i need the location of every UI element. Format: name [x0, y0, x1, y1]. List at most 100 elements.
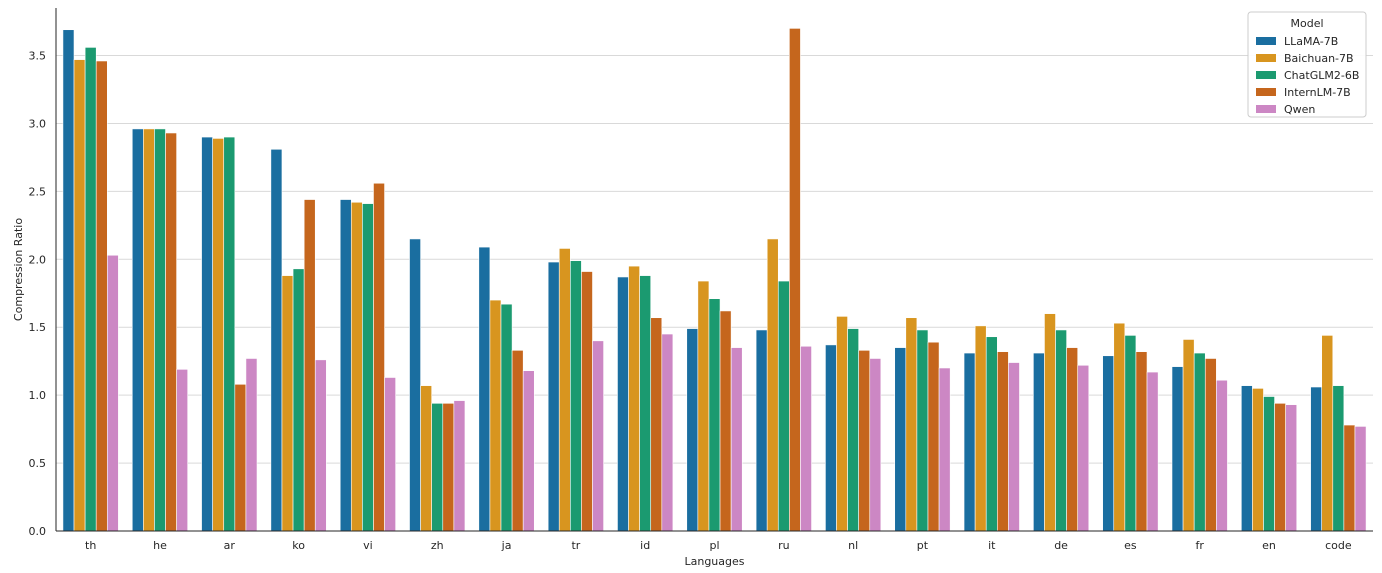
- bar-ar-Baichuan-7B: [212, 138, 225, 532]
- axes: [55, 8, 1373, 532]
- legend-items: LLaMA-7B Baichuan-7B ChatGLM2-6B InternLM-7…: [1256, 35, 1359, 116]
- legend-swatch-Baichuan-7B: [1256, 54, 1276, 62]
- x-tick-es: es: [1124, 539, 1137, 552]
- legend-swatch-ChatGLM2-6B: [1256, 71, 1276, 79]
- bar-pl-InternLM-7B: [719, 310, 732, 532]
- bar-es-Baichuan-7B: [1113, 322, 1126, 532]
- x-tick-tr: tr: [571, 539, 580, 552]
- bar-ko-LLaMA-7B: [270, 148, 283, 532]
- bar-tr-InternLM-7B: [581, 271, 593, 532]
- bar-he-Qwen: [176, 369, 188, 532]
- bar-de-ChatGLM2-6B: [1055, 329, 1067, 532]
- bar-zh-ChatGLM2-6B: [431, 403, 444, 532]
- bar-ar-ChatGLM2-6B: [223, 136, 236, 532]
- bar-pl-ChatGLM2-6B: [708, 298, 721, 532]
- x-tick-code: code: [1325, 539, 1352, 552]
- y-axis-label: Compression Ratio: [12, 218, 25, 321]
- y-tick-0.0: 0.0: [29, 525, 47, 538]
- bar-ko-InternLM-7B: [303, 199, 316, 532]
- bar-pl-LLaMA-7B: [686, 328, 699, 532]
- legend-frame: [1247, 11, 1367, 118]
- bar-code-ChatGLM2-6B: [1332, 385, 1345, 532]
- bar-th-InternLM-7B: [95, 60, 108, 532]
- bar-nl-LLaMA-7B: [825, 344, 837, 532]
- legend-swatch-LLaMA-7B: [1256, 37, 1276, 45]
- bar-ru-LLaMA-7B: [755, 329, 768, 532]
- y-tick-0.5: 0.5: [29, 457, 47, 470]
- y-tick-labels: 0.0 0.5 1.0 1.5 2.0 2.5 3.0 3.5: [29, 50, 47, 538]
- bar-vi-ChatGLM2-6B: [362, 203, 374, 532]
- bar-code-Qwen: [1354, 426, 1367, 532]
- bar-code-InternLM-7B: [1343, 424, 1356, 532]
- bar-tr-ChatGLM2-6B: [570, 260, 582, 532]
- bar-it-Baichuan-7B: [974, 325, 987, 532]
- legend-title: Model: [1290, 17, 1323, 30]
- x-tick-labels: th he ar ko vi zh ja tr id pl ru nl pt it de es fr en code: [85, 539, 1352, 552]
- bar-fr-ChatGLM2-6B: [1193, 352, 1206, 532]
- bar-ru-Qwen: [800, 345, 812, 532]
- bar-ar-Qwen: [245, 358, 258, 532]
- bar-ar-InternLM-7B: [234, 383, 247, 532]
- bar-it-Qwen: [1008, 362, 1020, 532]
- x-tick-vi: vi: [363, 539, 373, 552]
- legend-label-LLaMA-7B: LLaMA-7B: [1284, 35, 1338, 48]
- legend-label-InternLM-7B: InternLM-7B: [1284, 86, 1351, 99]
- bar-tr-Qwen: [592, 340, 604, 532]
- bar-en-LLaMA-7B: [1241, 385, 1253, 532]
- legend-label-ChatGLM2-6B: ChatGLM2-6B: [1284, 69, 1359, 82]
- bar-th-Qwen: [106, 254, 119, 532]
- bar-ru-InternLM-7B: [789, 28, 801, 532]
- y-tick-3.5: 3.5: [29, 50, 47, 63]
- bar-id-ChatGLM2-6B: [639, 275, 652, 532]
- y-tick-1.5: 1.5: [29, 321, 47, 334]
- bar-en-Baichuan-7B: [1252, 388, 1264, 532]
- bar-de-Qwen: [1077, 364, 1090, 532]
- bar-ko-Baichuan-7B: [281, 275, 294, 532]
- bar-he-ChatGLM2-6B: [154, 128, 166, 532]
- bar-pl-Baichuan-7B: [697, 280, 710, 532]
- y-tick-2.5: 2.5: [29, 185, 47, 198]
- bar-it-LLaMA-7B: [963, 352, 976, 532]
- x-tick-de: de: [1054, 539, 1068, 552]
- bar-id-LLaMA-7B: [617, 276, 629, 532]
- bar-de-InternLM-7B: [1066, 347, 1079, 532]
- bar-ko-ChatGLM2-6B: [292, 268, 305, 532]
- bar-id-Baichuan-7B: [628, 265, 640, 532]
- bar-th-Baichuan-7B: [73, 59, 86, 532]
- bar-it-InternLM-7B: [997, 351, 1009, 532]
- bar-tr-LLaMA-7B: [547, 261, 560, 532]
- bar-pt-InternLM-7B: [927, 341, 940, 532]
- x-tick-ko: ko: [292, 539, 305, 552]
- bar-de-LLaMA-7B: [1033, 352, 1045, 532]
- x-tick-ja: ja: [501, 539, 512, 552]
- bar-es-LLaMA-7B: [1102, 355, 1115, 532]
- bar-es-InternLM-7B: [1135, 351, 1148, 532]
- x-tick-pt: pt: [917, 539, 929, 552]
- x-tick-ru: ru: [778, 539, 790, 552]
- bar-fr-Baichuan-7B: [1182, 339, 1195, 532]
- bar-pl-Qwen: [730, 347, 743, 532]
- bar-ru-ChatGLM2-6B: [777, 280, 790, 532]
- bar-vi-InternLM-7B: [373, 182, 385, 532]
- bar-fr-LLaMA-7B: [1171, 366, 1184, 532]
- bar-id-InternLM-7B: [650, 317, 663, 532]
- bar-pt-Baichuan-7B: [905, 317, 918, 532]
- x-tick-it: it: [988, 539, 996, 552]
- bar-id-Qwen: [661, 333, 674, 532]
- bar-ru-Baichuan-7B: [766, 238, 779, 532]
- legend: Model LLaMA-7B Baichuan-7B ChatGLM2-6B Inte…: [1247, 11, 1367, 118]
- x-tick-fr: fr: [1196, 539, 1205, 552]
- bar-tr-Baichuan-7B: [558, 248, 571, 532]
- legend-label-Baichuan-7B: Baichuan-7B: [1284, 52, 1354, 65]
- bar-code-LLaMA-7B: [1310, 386, 1323, 532]
- bar-nl-Baichuan-7B: [836, 316, 848, 532]
- legend-swatch-InternLM-7B: [1256, 88, 1276, 96]
- bar-zh-Qwen: [453, 400, 466, 532]
- bar-nl-Qwen: [869, 358, 882, 532]
- bar-th-ChatGLM2-6B: [84, 47, 97, 532]
- bar-de-Baichuan-7B: [1044, 313, 1056, 532]
- y-tick-1.0: 1.0: [29, 389, 47, 402]
- x-tick-ar: ar: [224, 539, 236, 552]
- bar-ja-Baichuan-7B: [489, 299, 502, 532]
- bar-ja-LLaMA-7B: [478, 246, 491, 532]
